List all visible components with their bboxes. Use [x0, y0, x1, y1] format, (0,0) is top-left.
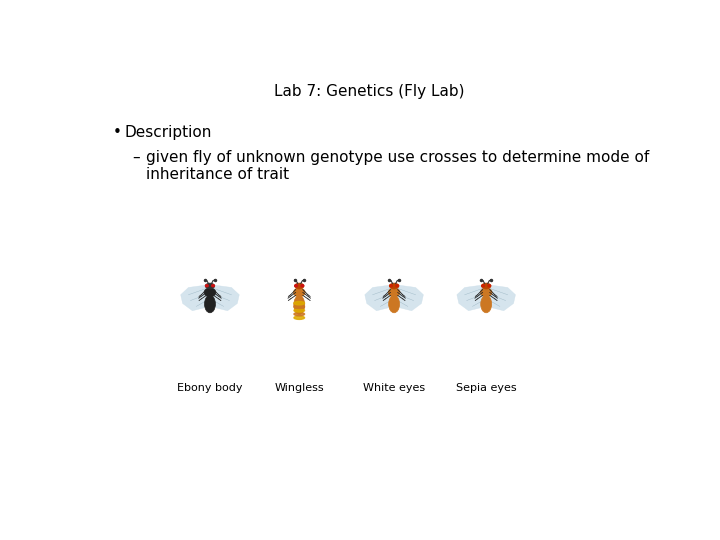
- Ellipse shape: [294, 301, 305, 305]
- Text: Ebony body: Ebony body: [177, 383, 243, 393]
- Ellipse shape: [301, 285, 304, 287]
- Ellipse shape: [294, 305, 305, 308]
- Polygon shape: [181, 285, 210, 310]
- Text: Lab 7: Genetics (Fly Lab): Lab 7: Genetics (Fly Lab): [274, 84, 464, 98]
- Ellipse shape: [480, 288, 492, 297]
- Text: White eyes: White eyes: [363, 383, 426, 393]
- Ellipse shape: [293, 288, 305, 297]
- Text: given fly of unknown genotype use crosses to determine mode of
inheritance of tr: given fly of unknown genotype use crosse…: [145, 150, 649, 183]
- Ellipse shape: [205, 283, 215, 289]
- Ellipse shape: [204, 295, 215, 313]
- Polygon shape: [210, 285, 239, 310]
- Text: Description: Description: [125, 125, 212, 140]
- Ellipse shape: [482, 285, 485, 287]
- Ellipse shape: [294, 283, 304, 289]
- Text: Wingless: Wingless: [274, 383, 324, 393]
- Ellipse shape: [390, 285, 392, 287]
- Ellipse shape: [205, 285, 208, 287]
- Text: –: –: [132, 150, 140, 165]
- Text: •: •: [112, 125, 121, 140]
- Ellipse shape: [388, 288, 400, 297]
- Polygon shape: [457, 285, 486, 310]
- Polygon shape: [486, 285, 516, 310]
- Ellipse shape: [482, 283, 491, 289]
- Ellipse shape: [294, 316, 305, 319]
- Text: Sepia eyes: Sepia eyes: [456, 383, 516, 393]
- Ellipse shape: [212, 285, 215, 287]
- Polygon shape: [365, 285, 394, 310]
- Ellipse shape: [389, 295, 400, 313]
- Ellipse shape: [294, 313, 305, 316]
- Polygon shape: [394, 285, 423, 310]
- Ellipse shape: [294, 285, 297, 287]
- Ellipse shape: [204, 288, 216, 297]
- Ellipse shape: [481, 295, 492, 313]
- Ellipse shape: [390, 283, 399, 289]
- Ellipse shape: [294, 309, 305, 312]
- Ellipse shape: [396, 285, 399, 287]
- Ellipse shape: [294, 295, 305, 314]
- Ellipse shape: [488, 285, 490, 287]
